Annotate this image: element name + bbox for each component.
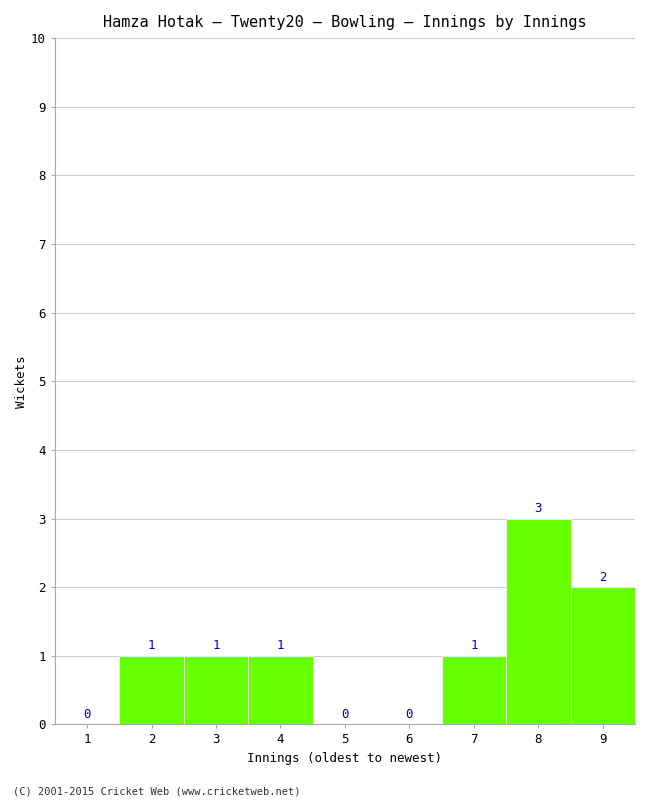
Y-axis label: Wickets: Wickets bbox=[15, 355, 28, 407]
Bar bbox=[506, 518, 571, 725]
Bar bbox=[184, 656, 248, 725]
Bar bbox=[248, 656, 313, 725]
X-axis label: Innings (oldest to newest): Innings (oldest to newest) bbox=[248, 752, 443, 765]
Text: 0: 0 bbox=[341, 708, 348, 721]
Text: 2: 2 bbox=[599, 570, 606, 584]
Text: 3: 3 bbox=[534, 502, 542, 515]
Text: (C) 2001-2015 Cricket Web (www.cricketweb.net): (C) 2001-2015 Cricket Web (www.cricketwe… bbox=[13, 786, 300, 796]
Text: 1: 1 bbox=[277, 639, 284, 652]
Text: 1: 1 bbox=[148, 639, 155, 652]
Text: 1: 1 bbox=[212, 639, 220, 652]
Text: 1: 1 bbox=[470, 639, 478, 652]
Text: 0: 0 bbox=[83, 708, 91, 721]
Text: 0: 0 bbox=[406, 708, 413, 721]
Bar bbox=[119, 656, 184, 725]
Title: Hamza Hotak – Twenty20 – Bowling – Innings by Innings: Hamza Hotak – Twenty20 – Bowling – Innin… bbox=[103, 15, 587, 30]
Bar bbox=[571, 587, 635, 725]
Bar bbox=[441, 656, 506, 725]
